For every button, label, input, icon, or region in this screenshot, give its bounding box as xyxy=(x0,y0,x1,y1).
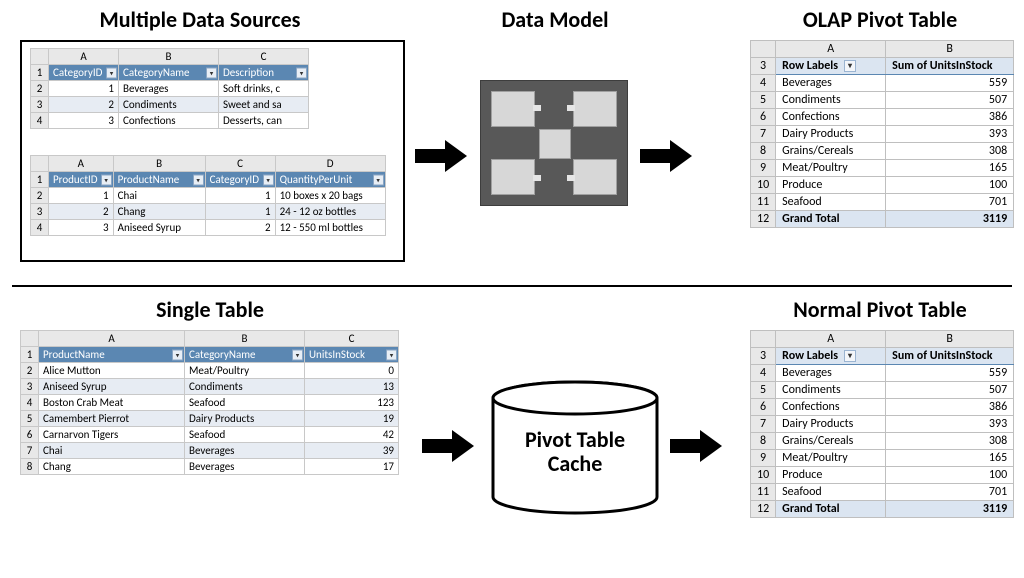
dropdown-icon[interactable]: ▾ xyxy=(193,174,204,185)
dropdown-icon[interactable]: ▾ xyxy=(386,349,397,360)
col-productid[interactable]: ProductID▾ xyxy=(49,172,114,188)
arrow-icon xyxy=(640,140,692,172)
col-categoryname[interactable]: CategoryName▾ xyxy=(119,65,219,81)
col-description[interactable]: Description▾ xyxy=(219,65,309,81)
olap-pivot-table: AB 3Row Labels▾Sum of UnitsInStock 4Beve… xyxy=(750,40,1014,228)
title-data-model: Data Model xyxy=(470,6,640,33)
categories-table: A B C 1 CategoryID▾ CategoryName▾ Descri… xyxy=(30,48,309,129)
dropdown-icon[interactable]: ▾ xyxy=(373,174,384,185)
dropdown-icon[interactable]: ▾ xyxy=(844,60,856,72)
dropdown-icon[interactable]: ▾ xyxy=(844,350,856,362)
single-table: A B C 1 ProductName▾ CategoryName▾ Units… xyxy=(20,330,399,475)
dropdown-icon[interactable]: ▾ xyxy=(172,349,183,360)
cache-label: Pivot Table Cache xyxy=(490,428,660,476)
title-single-table: Single Table xyxy=(60,296,360,323)
arrow-icon xyxy=(422,430,474,462)
dropdown-icon[interactable]: ▾ xyxy=(206,67,217,78)
col-productname[interactable]: ProductName▾ xyxy=(113,172,205,188)
col-categoryid[interactable]: CategoryID▾ xyxy=(49,65,119,81)
col-categoryid2[interactable]: CategoryID▾ xyxy=(205,172,275,188)
data-model-icon xyxy=(480,80,628,206)
dropdown-icon[interactable]: ▾ xyxy=(101,174,112,185)
normal-pivot-table: AB 3Row Labels▾Sum of UnitsInStock 4Beve… xyxy=(750,330,1014,518)
col-categoryname2[interactable]: CategoryName▾ xyxy=(185,347,305,363)
arrow-icon xyxy=(670,430,722,462)
dropdown-icon[interactable]: ▾ xyxy=(106,67,117,78)
title-normal-pivot: Normal Pivot Table xyxy=(740,296,1020,323)
dropdown-icon[interactable]: ▾ xyxy=(292,349,303,360)
arrow-icon xyxy=(415,140,467,172)
title-multiple-sources: Multiple Data Sources xyxy=(20,6,380,33)
row-divider xyxy=(12,285,1012,287)
pivot-table-cache-icon: Pivot Table Cache xyxy=(490,380,660,515)
title-olap-pivot: OLAP Pivot Table xyxy=(740,6,1020,33)
dropdown-icon[interactable]: ▾ xyxy=(296,67,307,78)
col-qtyperunit[interactable]: QuantityPerUnit▾ xyxy=(275,172,385,188)
col-unitsinstock[interactable]: UnitsInStock▾ xyxy=(305,347,399,363)
col-productname2[interactable]: ProductName▾ xyxy=(39,347,185,363)
dropdown-icon[interactable]: ▾ xyxy=(263,174,274,185)
products-table: A B C D 1 ProductID▾ ProductName▾ Catego… xyxy=(30,155,386,236)
